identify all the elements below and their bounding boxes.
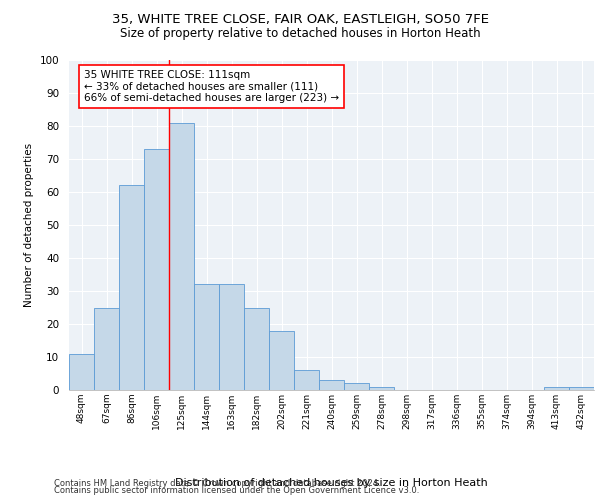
Bar: [544, 386, 569, 390]
Y-axis label: Number of detached properties: Number of detached properties: [24, 143, 34, 307]
Text: 35, WHITE TREE CLOSE, FAIR OAK, EASTLEIGH, SO50 7FE: 35, WHITE TREE CLOSE, FAIR OAK, EASTLEIG…: [112, 12, 488, 26]
Bar: [294, 370, 319, 390]
Text: Contains HM Land Registry data © Crown copyright and database right 2024.: Contains HM Land Registry data © Crown c…: [54, 478, 380, 488]
Bar: [269, 330, 294, 390]
Bar: [244, 308, 269, 390]
Text: 35 WHITE TREE CLOSE: 111sqm
← 33% of detached houses are smaller (111)
66% of se: 35 WHITE TREE CLOSE: 111sqm ← 33% of det…: [84, 70, 339, 103]
Text: Size of property relative to detached houses in Horton Heath: Size of property relative to detached ho…: [119, 28, 481, 40]
Bar: [344, 384, 369, 390]
Bar: [119, 186, 144, 390]
X-axis label: Distribution of detached houses by size in Horton Heath: Distribution of detached houses by size …: [175, 478, 488, 488]
Bar: [94, 308, 119, 390]
Bar: [319, 380, 344, 390]
Bar: [219, 284, 244, 390]
Text: Contains public sector information licensed under the Open Government Licence v3: Contains public sector information licen…: [54, 486, 419, 495]
Bar: [569, 386, 594, 390]
Bar: [194, 284, 219, 390]
Bar: [369, 386, 394, 390]
Bar: [169, 122, 194, 390]
Bar: [69, 354, 94, 390]
Bar: [144, 149, 169, 390]
